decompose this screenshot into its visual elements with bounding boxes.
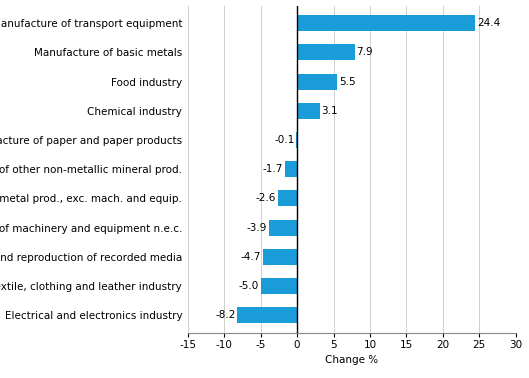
Bar: [238, 307, 297, 323]
Text: -5.0: -5.0: [239, 281, 259, 291]
Bar: [261, 278, 297, 294]
X-axis label: Change %: Change %: [325, 355, 378, 365]
Bar: [285, 161, 297, 177]
Text: 5.5: 5.5: [339, 77, 355, 87]
Bar: [269, 220, 297, 235]
Bar: [263, 249, 297, 265]
Bar: [297, 74, 337, 90]
Text: -1.7: -1.7: [262, 164, 283, 174]
Text: -4.7: -4.7: [241, 252, 261, 262]
Bar: [296, 132, 297, 148]
Text: -2.6: -2.6: [256, 194, 276, 203]
Text: -0.1: -0.1: [275, 135, 295, 145]
Text: -8.2: -8.2: [215, 310, 235, 320]
Text: 24.4: 24.4: [477, 18, 500, 28]
Bar: [278, 190, 297, 206]
Text: 3.1: 3.1: [322, 106, 338, 116]
Text: -3.9: -3.9: [247, 223, 267, 232]
Bar: [297, 44, 355, 60]
Bar: [297, 103, 320, 119]
Text: 7.9: 7.9: [357, 47, 373, 57]
Bar: [297, 15, 475, 31]
